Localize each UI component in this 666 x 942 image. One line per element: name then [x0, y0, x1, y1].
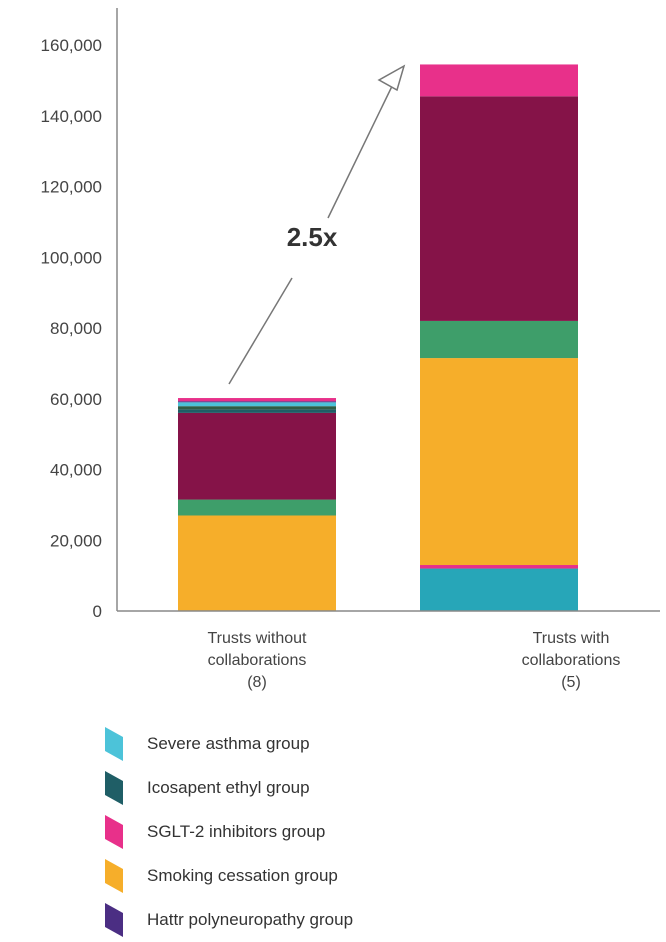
category-label: Trusts without [208, 630, 308, 647]
y-tick-label: 20,000 [50, 531, 102, 550]
bar-segment-severe_asthma_bottom [420, 568, 578, 611]
legend-swatch-icon [105, 903, 123, 937]
legend: Severe asthma group Icosapent ethyl group… [105, 722, 505, 942]
y-tick-label: 140,000 [41, 107, 102, 126]
bar-segment-sglt2_top [420, 64, 578, 97]
bar-segment-maroon [178, 412, 336, 500]
growth-arrow [228, 64, 406, 385]
bar-segment-hattr [178, 401, 336, 403]
legend-label: SGLT-2 inhibitors group [147, 822, 326, 841]
legend-swatch-icon [105, 771, 123, 805]
category-label: Trusts with [533, 630, 610, 647]
arrow-line-upper [327, 77, 397, 219]
bar-segment-severe_asthma [178, 402, 336, 407]
multiplier-annotation: 2.5x [287, 222, 338, 252]
category-label: (5) [561, 674, 581, 691]
legend-item: Smoking cessation group [105, 854, 505, 898]
stacked-bar-chart: 0 20,000 40,000 60,000 80,000 100,000 120,000 1… [41, 8, 660, 691]
y-tick-label: 160,000 [41, 36, 102, 55]
legend-item: Severe asthma group [105, 722, 505, 766]
y-tick-label: 0 [93, 602, 102, 621]
y-tick-label: 40,000 [50, 461, 102, 480]
y-axis-ticks: 0 20,000 40,000 60,000 80,000 100,000 120,000 1… [41, 36, 102, 621]
y-tick-label: 60,000 [50, 390, 102, 409]
category-label: collaborations [522, 652, 621, 669]
category-label: (8) [247, 674, 267, 691]
bar-segment-icosapent [178, 409, 336, 413]
legend-item: Icosapent ethyl group [105, 766, 505, 810]
bar-segment-smoking [178, 515, 336, 611]
category-labels: Trusts without collaborations (8) Trusts wi… [208, 630, 621, 691]
legend-swatch-icon [105, 815, 123, 849]
legend-swatch-icon [105, 727, 123, 761]
legend-swatch-icon [105, 859, 123, 893]
legend-item: SGLT-2 inhibitors group [105, 810, 505, 854]
legend-label: Icosapent ethyl group [147, 778, 310, 797]
legend-item: Hattr polyneuropathy group [105, 898, 505, 942]
bar-segment-green [420, 320, 578, 359]
legend-label: Smoking cessation group [147, 866, 338, 885]
bar-segment-smoking [420, 358, 578, 566]
bars [178, 64, 578, 611]
bar-segment-green [178, 499, 336, 516]
arrow-head [377, 64, 406, 92]
legend-label: Hattr polyneuropathy group [147, 910, 354, 929]
category-label: collaborations [208, 652, 307, 669]
bar-segment-sglt2_bottom [420, 565, 578, 569]
bar-segment-maroon [420, 96, 578, 321]
y-tick-label: 120,000 [41, 178, 102, 197]
bar-segment-sglt2_top [178, 398, 336, 402]
legend-label: Severe asthma group [147, 734, 310, 753]
bar-segment-dark_green [178, 406, 336, 410]
y-tick-label: 80,000 [50, 319, 102, 338]
arrow-line-lower [228, 277, 293, 385]
y-tick-label: 100,000 [41, 248, 102, 267]
